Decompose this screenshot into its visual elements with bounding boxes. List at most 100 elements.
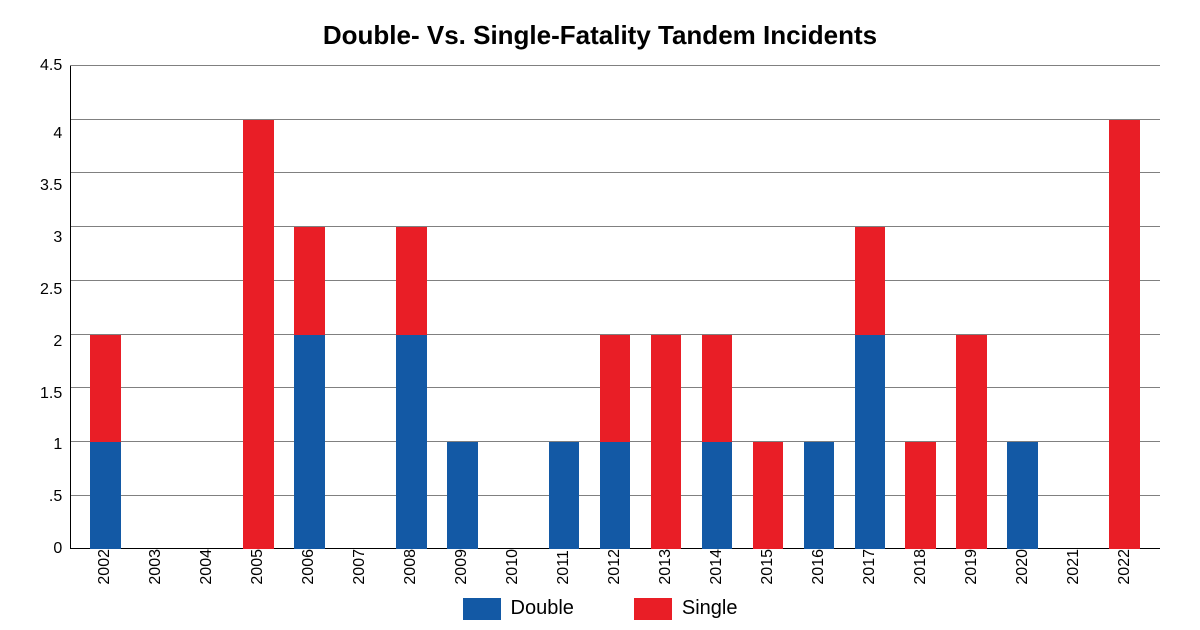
x-tick-label: 2008 bbox=[386, 549, 437, 585]
x-tick-label: 2003 bbox=[131, 549, 182, 585]
bar-segment-single bbox=[243, 120, 274, 550]
chart-container: Double- Vs. Single-Fatality Tandem Incid… bbox=[0, 0, 1200, 630]
bar-segment-single bbox=[90, 335, 121, 442]
x-tick-label: 2018 bbox=[895, 549, 946, 585]
x-tick-label: 2013 bbox=[640, 549, 691, 585]
bar-segment-single bbox=[396, 227, 427, 334]
bar bbox=[141, 66, 172, 549]
bar-slot bbox=[742, 66, 793, 549]
bar-slot bbox=[335, 66, 386, 549]
x-tick-label: 2021 bbox=[1048, 549, 1099, 585]
bar-segment-double bbox=[90, 442, 121, 549]
y-tick-label: 4 bbox=[53, 126, 62, 142]
x-tick-label: 2020 bbox=[997, 549, 1048, 585]
x-axis-labels: 2002200320042005200620072008200920102011… bbox=[40, 549, 1160, 585]
bar-segment-double bbox=[294, 335, 325, 550]
x-tick-label: 2017 bbox=[844, 549, 895, 585]
x-tick-label: 2004 bbox=[182, 549, 233, 585]
y-tick-label: 3.5 bbox=[40, 178, 62, 194]
y-tick-label: 2.5 bbox=[40, 282, 62, 298]
bar-segment-double bbox=[702, 442, 733, 549]
bar-segment-single bbox=[905, 442, 936, 549]
x-tick-label: 2005 bbox=[233, 549, 284, 585]
bar bbox=[345, 66, 376, 549]
bars bbox=[70, 66, 1160, 549]
legend-label: Single bbox=[682, 597, 738, 620]
bar-slot bbox=[895, 66, 946, 549]
chart-area: 4.543.532.521.51.50 bbox=[40, 66, 1160, 549]
legend-swatch bbox=[634, 598, 672, 620]
legend-label: Double bbox=[511, 597, 574, 620]
legend: Double Single bbox=[463, 597, 738, 620]
bar-slot bbox=[284, 66, 335, 549]
bar bbox=[956, 66, 987, 549]
bar bbox=[243, 66, 274, 549]
x-tick-label: 2009 bbox=[437, 549, 488, 585]
bar bbox=[855, 66, 886, 549]
bar-slot bbox=[641, 66, 692, 549]
bar bbox=[1007, 66, 1038, 549]
bar-slot bbox=[997, 66, 1048, 549]
x-tick-label: 2010 bbox=[488, 549, 539, 585]
bar-segment-double bbox=[1007, 442, 1038, 549]
bar-slot bbox=[233, 66, 284, 549]
bar-segment-single bbox=[294, 227, 325, 334]
x-tick-label: 2014 bbox=[691, 549, 742, 585]
bar-segment-double bbox=[804, 442, 835, 549]
bar-slot bbox=[946, 66, 997, 549]
y-tick-label: 4.5 bbox=[40, 58, 62, 74]
bar bbox=[804, 66, 835, 549]
bar-slot bbox=[539, 66, 590, 549]
bar-slot bbox=[182, 66, 233, 549]
bar bbox=[1058, 66, 1089, 549]
chart-title: Double- Vs. Single-Fatality Tandem Incid… bbox=[323, 20, 877, 51]
bar-segment-double bbox=[396, 335, 427, 550]
bar-slot bbox=[488, 66, 539, 549]
bar-slot bbox=[80, 66, 131, 549]
y-tick-label: 2 bbox=[53, 334, 62, 350]
y-tick-label: 0 bbox=[53, 541, 62, 557]
bar-segment-single bbox=[753, 442, 784, 549]
bar-segment-double bbox=[600, 442, 631, 549]
plot-area bbox=[70, 66, 1160, 549]
bar-segment-single bbox=[600, 335, 631, 442]
bar bbox=[549, 66, 580, 549]
x-tick-label: 2012 bbox=[590, 549, 641, 585]
x-tick-label: 2015 bbox=[742, 549, 793, 585]
bar bbox=[294, 66, 325, 549]
bar-segment-double bbox=[549, 442, 580, 549]
bar-slot bbox=[590, 66, 641, 549]
bar-segment-double bbox=[855, 335, 886, 550]
y-axis: 4.543.532.521.51.50 bbox=[40, 66, 70, 549]
bar bbox=[498, 66, 529, 549]
bar bbox=[905, 66, 936, 549]
legend-swatch bbox=[463, 598, 501, 620]
bar bbox=[396, 66, 427, 549]
bar bbox=[1109, 66, 1140, 549]
x-tick-label: 2022 bbox=[1099, 549, 1150, 585]
x-tick-label: 2007 bbox=[335, 549, 386, 585]
bar-slot bbox=[386, 66, 437, 549]
x-tick-label: 2002 bbox=[80, 549, 131, 585]
bar-slot bbox=[793, 66, 844, 549]
bar-slot bbox=[692, 66, 743, 549]
y-tick-label: 1.5 bbox=[40, 386, 62, 402]
y-tick-label: 3 bbox=[53, 230, 62, 246]
x-tick-label: 2016 bbox=[793, 549, 844, 585]
bar-segment-single bbox=[651, 335, 682, 550]
x-tick-label: 2019 bbox=[946, 549, 997, 585]
bar bbox=[600, 66, 631, 549]
y-tick-label: 1 bbox=[53, 437, 62, 453]
bar-slot bbox=[437, 66, 488, 549]
bar bbox=[90, 66, 121, 549]
bar bbox=[702, 66, 733, 549]
bar-slot bbox=[131, 66, 182, 549]
legend-item-double: Double bbox=[463, 597, 574, 620]
bar bbox=[651, 66, 682, 549]
legend-item-single: Single bbox=[634, 597, 738, 620]
bar bbox=[447, 66, 478, 549]
bar bbox=[753, 66, 784, 549]
x-tick-label: 2006 bbox=[284, 549, 335, 585]
bar-segment-single bbox=[855, 227, 886, 334]
bar-segment-single bbox=[702, 335, 733, 442]
